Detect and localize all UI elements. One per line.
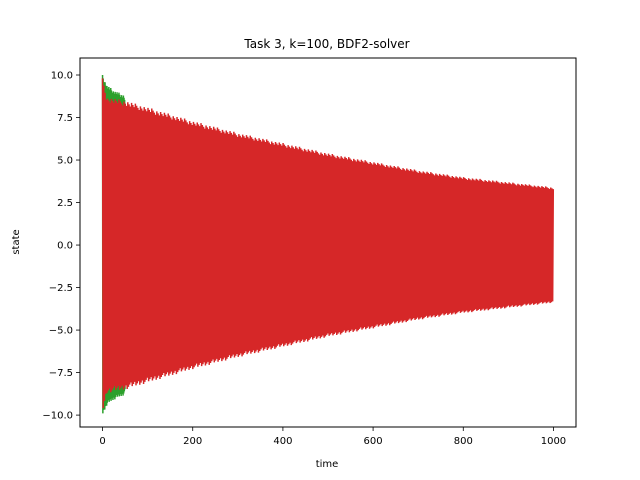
series-line-2: [101, 78, 555, 409]
y-tick-label: 7.5: [57, 113, 73, 124]
y-tick-label: −10.0: [42, 411, 73, 422]
y-tick-label: −5.0: [49, 326, 73, 337]
y-tick-label: −2.5: [49, 283, 73, 294]
x-tick-label: 0: [99, 436, 105, 447]
x-tick-label: 400: [273, 436, 292, 447]
y-tick-label: 0.0: [57, 241, 73, 252]
y-axis-label: state: [11, 229, 22, 254]
x-tick-label: 1000: [541, 436, 566, 447]
y-tick-label: 10.0: [51, 71, 73, 82]
y-tick-label: 5.0: [57, 156, 73, 167]
x-axis-label: time: [316, 459, 339, 470]
y-axis: −10.0 −7.5 −5.0 −2.5 0.0 2.5 5.0 7.5 10.0: [42, 71, 80, 422]
x-tick-label: 800: [454, 436, 473, 447]
axes-frame: [79, 57, 577, 428]
x-tick-label: 600: [364, 436, 383, 447]
x-tick-label: 200: [183, 436, 202, 447]
y-tick-label: −7.5: [49, 368, 73, 379]
x-axis: 0 200 400 600 800 1000: [99, 427, 566, 447]
y-tick-label: 2.5: [57, 198, 73, 209]
plot-area: [101, 74, 555, 414]
chart-title: Task 3, k=100, BDF2-solver: [243, 37, 409, 51]
